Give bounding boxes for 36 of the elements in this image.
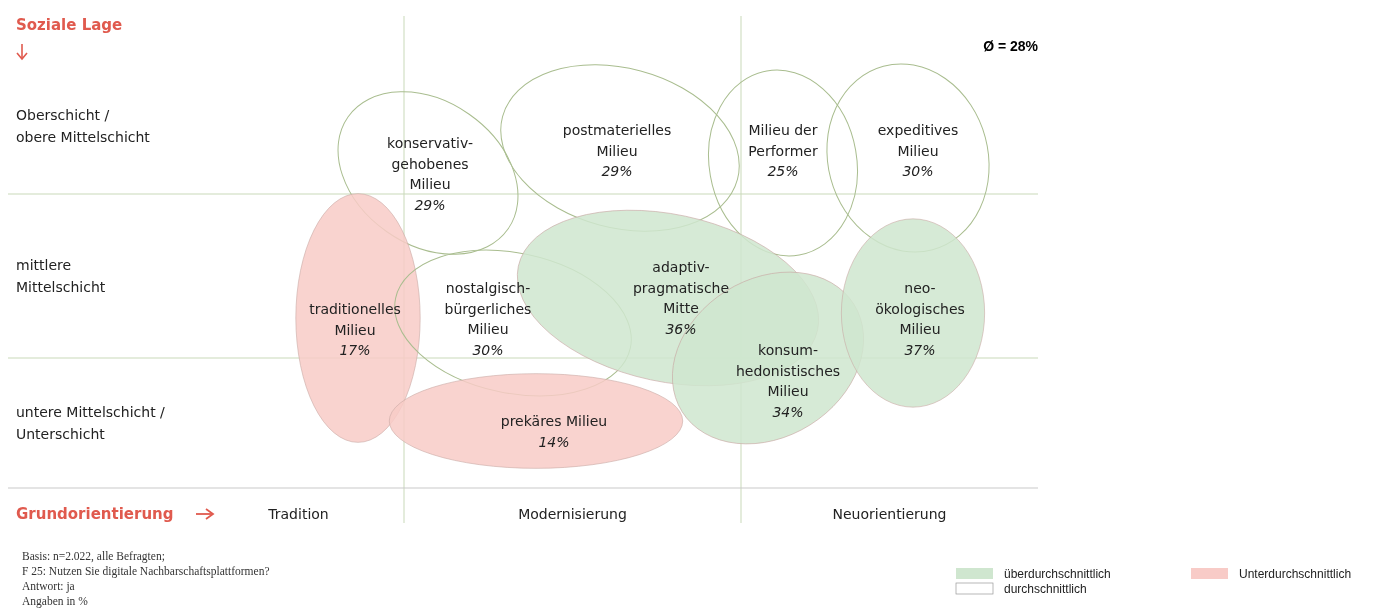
data-label: 29% bbox=[414, 196, 446, 213]
text: Ø = 28% bbox=[983, 38, 1039, 54]
data-label: 36% bbox=[665, 320, 697, 337]
legend-label: Unterdurchschnittlich bbox=[1239, 567, 1352, 581]
text: Tradition bbox=[267, 506, 329, 522]
data-label: 34% bbox=[772, 403, 804, 420]
category-label: Milieu der Performer bbox=[748, 122, 818, 159]
text: Angaben in % bbox=[22, 595, 89, 608]
data-label: 25% bbox=[767, 163, 799, 179]
text: Modernisierung bbox=[518, 506, 627, 522]
text: F 25: Nutzen Sie digitale Nachbarschaftsplattformen? bbox=[22, 565, 270, 578]
data-label: 17% bbox=[339, 342, 371, 358]
legend-label: durchschnittlich bbox=[1004, 582, 1087, 596]
category-label: expeditives Milieu bbox=[877, 122, 959, 159]
data-label: 14% bbox=[538, 433, 570, 450]
category-label: konsum-hedonistisches Milieu bbox=[735, 342, 841, 399]
category-label: mittlere Mittelschicht bbox=[16, 257, 106, 295]
category-label: nostalgisch-bürgerliches Milieu bbox=[444, 280, 532, 337]
text: Antwort: ja bbox=[22, 580, 75, 593]
data-label: 37% bbox=[904, 341, 936, 358]
data-label: 30% bbox=[472, 341, 504, 358]
category-label: Oberschicht / obere Mittelschicht bbox=[16, 107, 150, 145]
text: Soziale Lage bbox=[16, 16, 123, 34]
category-label: traditionelles Milieu bbox=[309, 301, 401, 338]
category-label: neo-ökologisches Milieu bbox=[875, 280, 965, 337]
category-label: prekäres Milieu bbox=[500, 413, 608, 429]
category-label: postmaterielles Milieu bbox=[562, 122, 672, 159]
data-label: 30% bbox=[902, 163, 934, 179]
category-label: konservativ-gehobenes Milieu bbox=[387, 135, 473, 192]
category-label: untere Mittelschicht / Unterschicht bbox=[16, 404, 165, 442]
text: Basis: n=2.022, alle Befragten; bbox=[22, 550, 165, 563]
text: Neuorientierung bbox=[832, 506, 947, 522]
text: Grundorientierung bbox=[16, 505, 174, 523]
data-label: 29% bbox=[601, 163, 633, 179]
legend-label: überdurchschnittlich bbox=[1004, 567, 1111, 581]
category-label: adaptiv-pragmatische Mitte bbox=[632, 259, 730, 316]
